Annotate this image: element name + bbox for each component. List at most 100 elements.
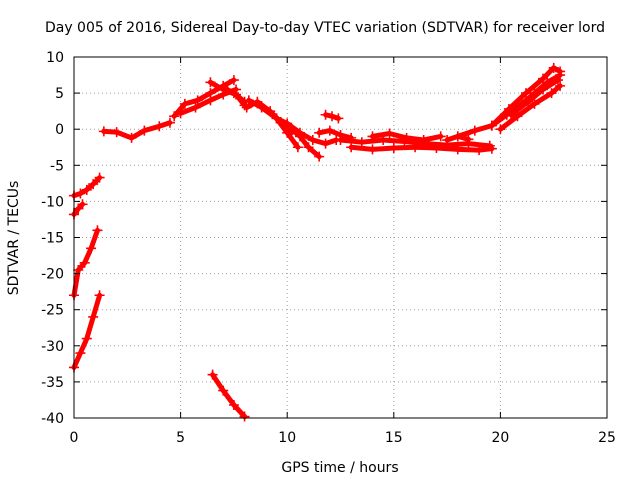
data-point	[486, 143, 497, 154]
series-arc-10	[218, 82, 250, 107]
series-line	[508, 77, 561, 118]
x-tick-label: 25	[598, 430, 616, 446]
series-arc-24	[506, 75, 563, 120]
data-point	[75, 188, 86, 199]
data-point	[506, 109, 517, 120]
y-tick-label: -5	[50, 158, 64, 174]
x-tick-label: 0	[70, 430, 79, 446]
data-point	[79, 257, 90, 268]
data-point	[384, 128, 395, 139]
data-point	[205, 77, 216, 88]
series-arc-2	[69, 199, 88, 220]
data-point	[335, 135, 346, 146]
data-point	[169, 111, 180, 122]
y-tick-label: -20	[41, 267, 64, 283]
data-point	[546, 88, 557, 99]
data-point	[367, 144, 378, 155]
data-point	[243, 95, 254, 106]
data-point	[333, 113, 344, 124]
data-point	[435, 131, 446, 142]
data-point	[548, 62, 559, 73]
data-point	[228, 75, 239, 86]
data-point	[469, 125, 480, 136]
data-point	[314, 151, 325, 162]
x-tick-label: 5	[176, 430, 185, 446]
data-point	[228, 88, 239, 99]
data-point	[538, 73, 549, 84]
data-point	[555, 80, 566, 91]
data-layer	[69, 62, 566, 422]
data-point	[228, 400, 239, 411]
ticks: 0 5 10 15 20 25 10 5 0 -5 -10 -15 -20 -25 -30 -35 -40	[41, 50, 616, 446]
y-tick-label: -15	[41, 231, 64, 247]
data-point	[81, 184, 92, 195]
x-axis-label: GPS time / hours	[281, 460, 398, 476]
series-arc-14	[282, 120, 325, 162]
data-point	[239, 411, 250, 422]
data-point	[346, 142, 357, 153]
data-point	[326, 111, 337, 122]
data-point	[388, 142, 399, 153]
data-point	[92, 225, 103, 236]
series-line	[210, 372, 248, 420]
series-line	[284, 123, 322, 160]
data-point	[154, 121, 165, 132]
data-point	[139, 125, 150, 136]
data-point	[88, 311, 99, 322]
x-tick-label: 10	[278, 430, 296, 446]
data-point	[442, 135, 453, 146]
data-point	[474, 145, 485, 156]
y-tick-label: -35	[41, 375, 64, 391]
data-point	[73, 203, 84, 214]
data-point	[463, 134, 474, 145]
y-tick-label: -25	[41, 303, 64, 319]
data-point	[179, 98, 190, 109]
data-point	[164, 117, 175, 128]
data-point	[241, 102, 252, 113]
series-line	[71, 292, 103, 370]
x-tick-label: 20	[491, 430, 509, 446]
data-point	[452, 131, 463, 142]
data-point	[126, 132, 137, 143]
data-point	[356, 137, 367, 148]
grid	[74, 57, 607, 418]
data-point	[303, 142, 314, 153]
data-point	[94, 172, 105, 183]
data-point	[555, 66, 566, 77]
data-point	[205, 95, 216, 106]
data-point	[218, 82, 229, 93]
data-point	[307, 135, 318, 146]
data-point	[294, 131, 305, 142]
data-point	[207, 369, 218, 380]
series-arc-19	[367, 128, 446, 146]
series-line	[171, 77, 237, 119]
y-axis-label: SDTVAR / TECUs	[6, 181, 22, 296]
data-point	[77, 199, 88, 210]
series-line	[316, 128, 354, 141]
y-tick-label: 5	[55, 86, 64, 102]
data-point	[271, 113, 282, 124]
series-arc-12	[243, 95, 303, 153]
data-point	[75, 348, 86, 359]
data-point	[452, 144, 463, 155]
y-tick-label: -40	[41, 411, 64, 427]
data-point	[314, 127, 325, 138]
series-arc-5	[207, 369, 250, 422]
y-tick-label: -10	[41, 194, 64, 210]
chart-title: Day 005 of 2016, Sidereal Day-to-day VTE…	[45, 20, 605, 36]
data-point	[503, 103, 514, 114]
y-tick-label: 10	[46, 50, 64, 66]
data-point	[495, 124, 506, 135]
data-point	[292, 142, 303, 153]
data-point	[523, 96, 534, 107]
data-point	[88, 179, 99, 190]
series-arc-16	[314, 125, 357, 143]
data-point	[401, 132, 412, 143]
data-point	[320, 109, 331, 120]
data-point	[418, 135, 429, 146]
data-point	[320, 138, 331, 149]
data-point	[324, 125, 335, 136]
data-point	[190, 102, 201, 113]
